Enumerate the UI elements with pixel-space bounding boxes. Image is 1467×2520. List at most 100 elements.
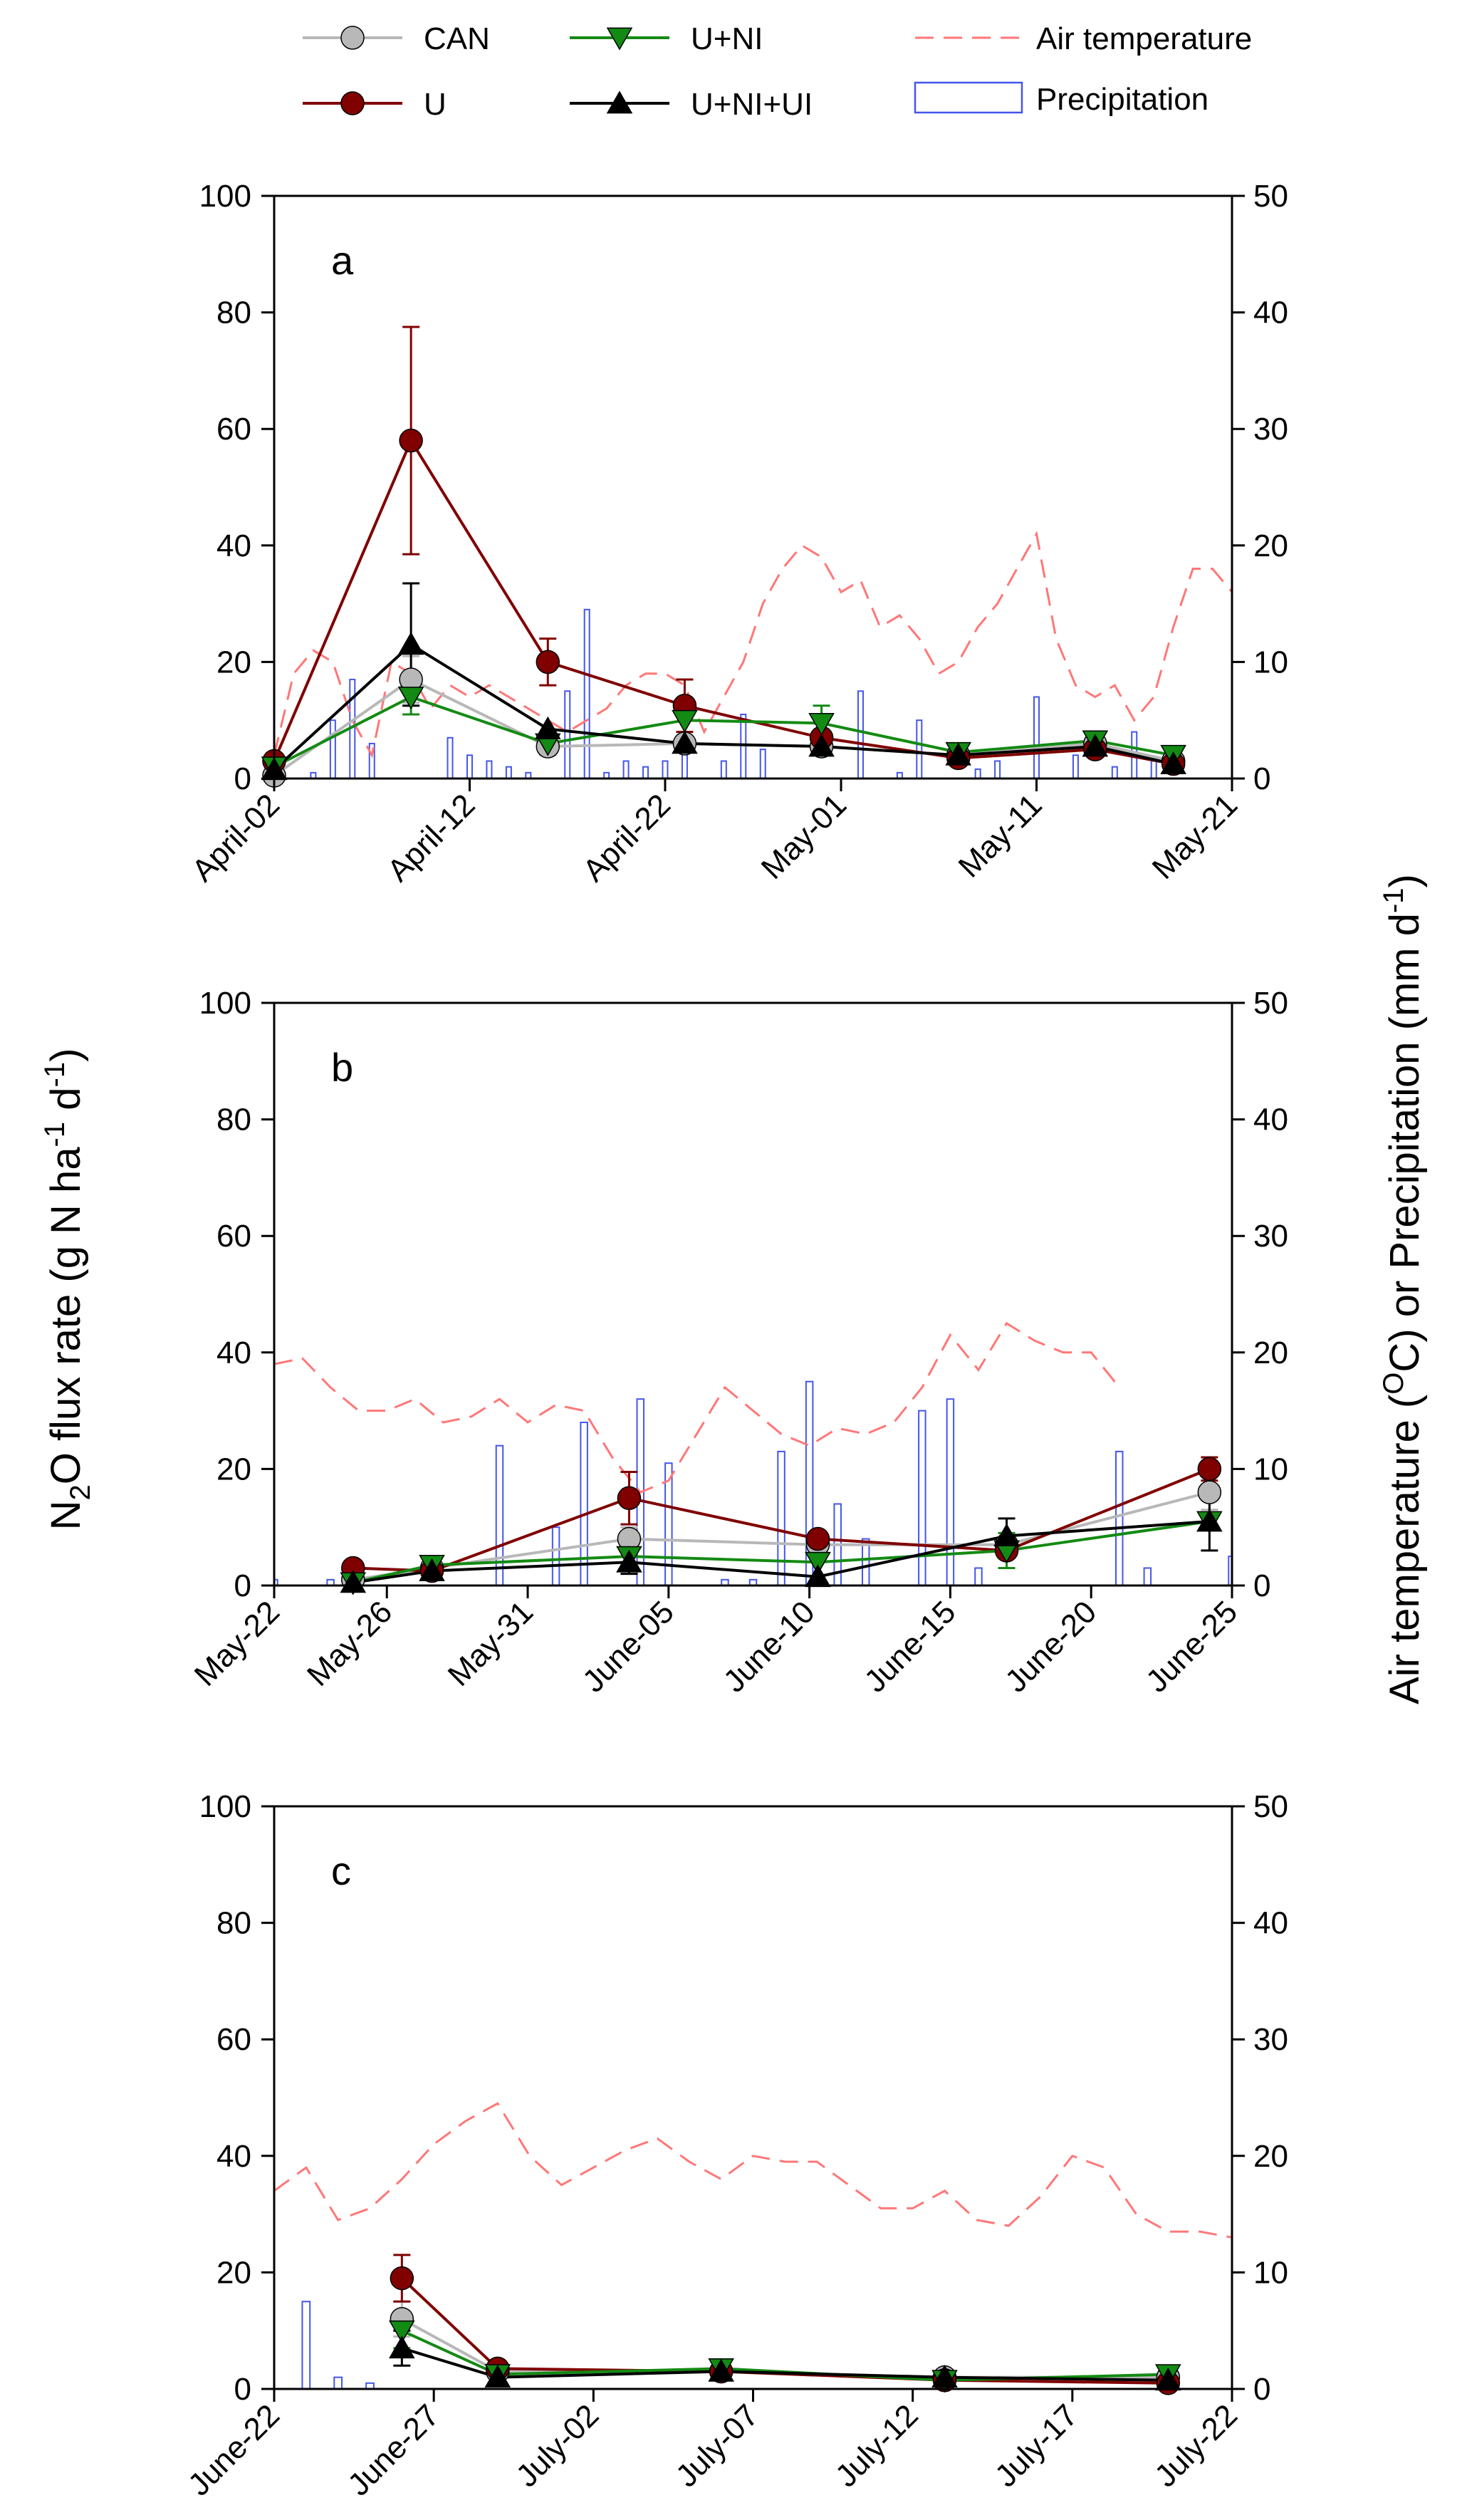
x-tick-label: May-26 [301, 1594, 399, 1692]
plot-frame [273, 194, 1233, 780]
x-tick-label: June-10 [717, 1594, 822, 1699]
x-tick-label: April-02 [185, 787, 286, 888]
left-tick-label: 100 [199, 179, 251, 214]
panel-label: c [331, 1848, 351, 1893]
precipitation-bar [495, 1444, 504, 1586]
legend: CAN U U+NI U+NI+UI Air temperature Precipitat… [303, 21, 1252, 122]
right-tick-label: 40 [1253, 1906, 1288, 1941]
precipitation-bar [918, 1410, 926, 1586]
x-tick-label: June-27 [341, 2397, 446, 2502]
x-tick-label: July-02 [509, 2397, 605, 2494]
right-tick-label: 50 [1253, 986, 1288, 1021]
air-temperature-line [274, 2102, 1232, 2239]
legend-item-UNIUI: U+NI+UI [570, 87, 813, 122]
markers-UNIUI [389, 2336, 1181, 2391]
x-tick-label: April-22 [576, 787, 677, 888]
precipitation-bars [274, 1380, 1232, 1586]
series-line [353, 1520, 1210, 1584]
legend-marker [606, 27, 633, 51]
precipitation-bar [759, 749, 766, 779]
precipitation-bar [580, 1421, 588, 1586]
left-tick-label: 40 [216, 2139, 251, 2174]
x-tick-label: May-01 [755, 787, 853, 885]
precipitation-bars [301, 2301, 375, 2389]
left-axis-title: N2O flux rate (g N ha-1 d-1) [39, 1048, 96, 1531]
data-point [419, 1558, 445, 1581]
data-point [536, 650, 560, 675]
right-tick-label: 30 [1253, 2022, 1288, 2057]
precipitation-bar [916, 719, 923, 779]
data-point [993, 1523, 1020, 1546]
left-tick-label: 60 [216, 2022, 251, 2057]
right-tick-label: 30 [1253, 412, 1288, 447]
precipitation-bar [505, 766, 512, 779]
data-point [805, 1526, 830, 1551]
precipitation-bar [857, 690, 864, 779]
precipitation-bar [642, 766, 649, 779]
precipitation-bar [662, 760, 669, 779]
left-tick-label: 20 [216, 645, 251, 680]
right-tick-label: 50 [1253, 1789, 1288, 1824]
precipitation-bar [720, 760, 727, 779]
precipitation-bar [1143, 1567, 1152, 1586]
data-point [672, 709, 698, 733]
precipitation-bar [368, 742, 375, 779]
data-point [808, 734, 835, 757]
x-tick-label: June-20 [998, 1594, 1103, 1699]
legend-label: U [424, 87, 447, 122]
right-tick-label: 10 [1253, 1452, 1288, 1487]
panel-c: 0 20 40 60 80 100 0 10 20 30 40 50 June-22 June-27 Jul… [182, 1789, 1288, 2503]
data-point [397, 687, 424, 710]
x-tick-label: May-31 [442, 1594, 540, 1692]
data-point [1197, 1480, 1222, 1504]
legend-label: Precipitation [1036, 82, 1208, 117]
data-point [484, 2364, 511, 2388]
series-line [353, 1520, 1210, 1584]
plot-frame [273, 1001, 1233, 1587]
left-tick-label: 80 [216, 1103, 251, 1137]
data-point [1082, 734, 1109, 757]
left-tick-label: 0 [234, 2372, 251, 2407]
precipitation-bar [1150, 760, 1157, 779]
precipitation-bar [329, 719, 336, 779]
legend-label: Air temperature [1036, 21, 1252, 56]
air-temperature-line [274, 1321, 1120, 1494]
markers-CAN [262, 667, 1186, 788]
panel-a: 0 20 40 60 80 100 0 10 20 30 40 50 April-02 April-12 A… [185, 179, 1288, 888]
data-point [616, 1549, 642, 1573]
legend-marker [340, 26, 365, 50]
legend-marker [606, 90, 633, 114]
x-tick-label: July-22 [1148, 2397, 1244, 2494]
precipitation-bar [946, 1398, 955, 1586]
data-point [534, 716, 561, 739]
x-tick-label: June-22 [182, 2397, 286, 2502]
series-line [273, 695, 1174, 769]
precipitation-bar [447, 736, 454, 779]
markers-U [262, 428, 1186, 776]
series-line [353, 1467, 1211, 1573]
left-tick-label: 20 [216, 1452, 251, 1487]
series-line [401, 2346, 1169, 2382]
data-point [1197, 1457, 1222, 1482]
right-axis-title: Air temperature (OC) or Precipitation (m… [1378, 874, 1428, 1704]
legend-item-CAN: CAN [303, 21, 490, 56]
x-tick-label: April-12 [381, 787, 482, 888]
right-tick-label: 0 [1253, 761, 1270, 796]
precipitation-bar [721, 1578, 729, 1586]
x-tick-label: May-22 [188, 1594, 286, 1692]
legend-item-UNI: U+NI [570, 21, 763, 56]
right-tick-label: 10 [1253, 645, 1288, 680]
right-tick-label: 20 [1253, 1336, 1288, 1370]
left-tick-label: 60 [216, 412, 251, 447]
precipitation-bar [1115, 1450, 1124, 1586]
left-tick-label: 80 [216, 296, 251, 330]
x-tick-label: May-21 [1146, 787, 1244, 885]
precipitation-bar [583, 608, 590, 779]
x-tick-label: June-05 [576, 1594, 681, 1699]
precipitation-bar [1111, 766, 1118, 779]
left-tick-label: 40 [216, 1336, 251, 1370]
left-tick-label: 60 [216, 1219, 251, 1254]
data-point [399, 428, 423, 453]
precipitation-bar [1033, 696, 1040, 779]
